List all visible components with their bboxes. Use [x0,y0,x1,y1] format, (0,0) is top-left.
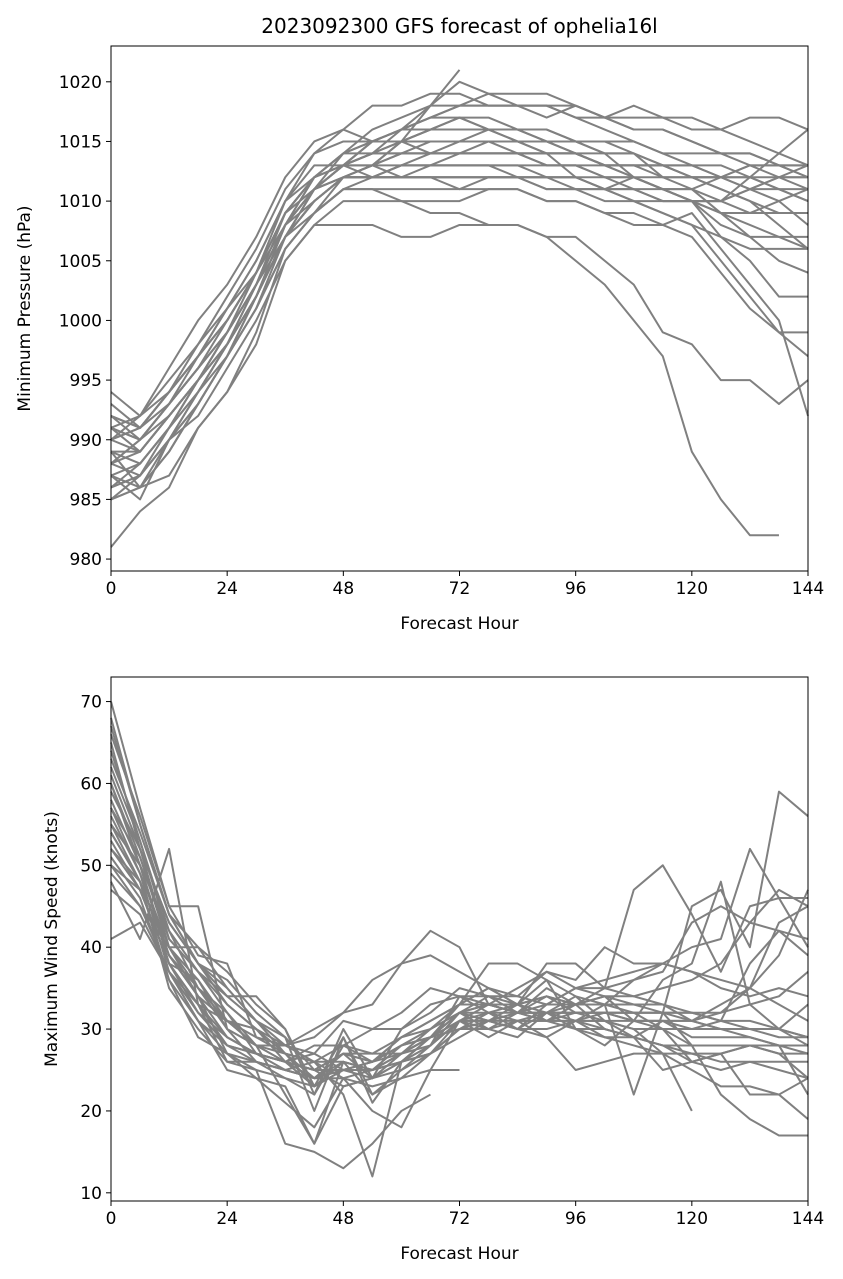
wind-speed-y-tick-label: 10 [80,1184,102,1204]
wind-speed-y-tick-label: 70 [80,693,102,713]
wind-speed-x-tick-label: 144 [792,1209,824,1229]
wind-speed-y-axis-label: Maximum Wind Speed (knots) [42,811,62,1067]
wind-speed-y-tick-label: 50 [80,856,102,876]
pressure-y-tick-label: 1005 [59,252,102,272]
pressure-series-line-28 [110,164,808,453]
pressure-y-tick-label: 985 [70,490,102,510]
wind-speed-series-line-26 [110,889,809,1080]
pressure-x-tick-label: 96 [565,579,587,599]
pressure-y-tick-label: 995 [70,371,102,391]
wind-speed-x-tick-label: 24 [216,1209,238,1229]
wind-speed-panel: 0 24 48 72 96 120 144 10 20 30 40 50 60 70 Forecast Ho… [42,676,824,1264]
wind-speed-series-line-29 [110,807,808,1071]
pressure-y-tick-label: 980 [70,550,102,570]
wind-speed-y-tick-label: 20 [80,1102,102,1122]
wind-speed-x-tick-label: 48 [333,1209,355,1229]
wind-speed-y-tick-label: 30 [80,1020,102,1040]
pressure-y-axis-label: Minimum Pressure (hPa) [15,205,35,411]
pressure-panel: 0 24 48 72 96 120 144 980 985 990 995 1000 1005 1010 1… [15,45,824,634]
pressure-x-tick-label: 24 [216,579,238,599]
pressure-x-tick-label: 144 [792,579,824,599]
wind-speed-x-tick-label: 72 [449,1209,471,1229]
pressure-y-tick-label: 1000 [59,311,102,331]
wind-speed-x-tick-label: 0 [106,1209,117,1229]
pressure-x-axis-label: Forecast Hour [400,614,518,634]
pressure-series-line-26 [110,104,809,501]
pressure-x-tick-label: 48 [333,579,355,599]
wind-speed-x-tick-label: 120 [676,1209,708,1229]
pressure-x-tick-label: 0 [106,579,117,599]
wind-speed-y-tick-label: 40 [80,938,102,958]
pressure-series-line-30 [110,152,808,429]
wind-speed-series-line-30 [110,832,808,1071]
pressure-series-group [110,69,809,548]
pressure-x-tick-label: 72 [449,579,471,599]
wind-speed-series-group [110,701,809,1178]
pressure-x-tick-label: 120 [676,579,708,599]
chart-title: 2023092300 GFS forecast of ophelia16l [261,14,657,38]
pressure-y-tick-label: 990 [70,431,102,451]
wind-speed-x-axis-label: Forecast Hour [400,1244,518,1264]
pressure-series-line-2 [110,223,809,501]
pressure-y-tick-label: 1020 [59,73,102,93]
wind-speed-x-tick-label: 96 [565,1209,587,1229]
pressure-series-line-29 [110,164,808,441]
wind-speed-y-tick-label: 60 [80,774,102,794]
pressure-y-tick-label: 1010 [59,192,102,212]
pressure-y-tick-label: 1015 [59,132,102,152]
pressure-series-line-3 [110,200,779,537]
